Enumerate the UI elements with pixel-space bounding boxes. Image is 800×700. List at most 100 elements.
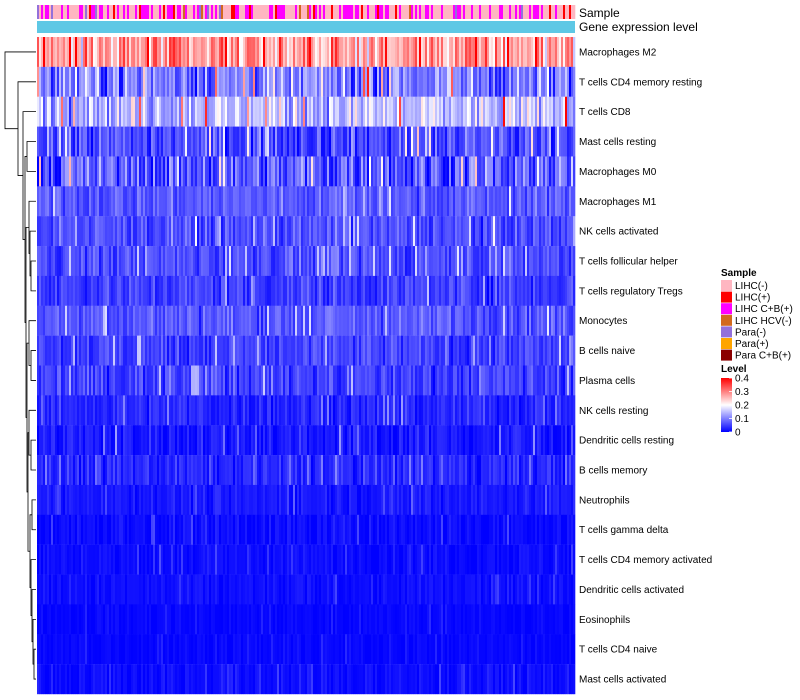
heatmap-cell bbox=[489, 37, 492, 68]
heatmap-cell bbox=[541, 275, 544, 306]
heatmap-cell bbox=[373, 395, 376, 426]
heatmap-cell bbox=[309, 186, 312, 217]
heatmap-cell bbox=[147, 335, 150, 366]
heatmap-cell bbox=[437, 246, 440, 277]
heatmap-cell bbox=[267, 425, 270, 456]
heatmap-cell bbox=[367, 275, 370, 306]
heatmap-cell bbox=[59, 395, 62, 426]
heatmap-cell bbox=[195, 514, 198, 545]
heatmap-cell bbox=[81, 365, 84, 396]
heatmap-cell bbox=[461, 156, 464, 187]
heatmap-cell bbox=[275, 246, 278, 277]
heatmap-cell bbox=[65, 335, 68, 366]
heatmap-cell bbox=[173, 126, 176, 157]
heatmap-cell bbox=[113, 186, 116, 217]
heatmap-cell bbox=[497, 126, 500, 157]
sample-annotation-cell bbox=[311, 5, 314, 19]
heatmap-cell bbox=[151, 37, 154, 68]
heatmap-cell bbox=[415, 96, 418, 127]
heatmap-cell bbox=[131, 484, 134, 516]
heatmap-cell bbox=[399, 66, 402, 97]
heatmap-cell bbox=[557, 96, 560, 127]
heatmap-cell bbox=[49, 246, 52, 277]
heatmap-cell bbox=[45, 544, 48, 575]
heatmap-cell bbox=[247, 514, 250, 545]
heatmap-cell bbox=[177, 66, 180, 97]
heatmap-cell bbox=[411, 335, 414, 366]
heatmap-cell bbox=[75, 395, 78, 426]
heatmap-cell bbox=[497, 37, 500, 68]
heatmap-cell bbox=[411, 66, 414, 97]
heatmap-cell bbox=[407, 484, 410, 516]
row-dendrogram bbox=[4, 51, 36, 680]
heatmap-cell bbox=[233, 455, 236, 486]
heatmap-cell bbox=[207, 365, 210, 396]
heatmap-cell bbox=[267, 335, 270, 366]
heatmap-cell bbox=[223, 365, 226, 396]
heatmap-cell bbox=[93, 425, 96, 456]
heatmap-cell bbox=[415, 305, 418, 336]
heatmap-cell bbox=[75, 126, 78, 157]
heatmap-cell bbox=[173, 425, 176, 456]
heatmap-cell bbox=[89, 37, 92, 68]
heatmap-cell bbox=[301, 365, 304, 396]
heatmap-cell bbox=[191, 66, 194, 97]
heatmap-cell bbox=[479, 216, 482, 247]
heatmap-cell bbox=[357, 37, 360, 68]
heatmap-cell bbox=[401, 216, 404, 247]
heatmap-cell bbox=[189, 246, 192, 277]
heatmap-cell bbox=[269, 246, 272, 277]
heatmap-cell bbox=[149, 186, 152, 217]
heatmap-cell bbox=[345, 365, 348, 396]
heatmap-cell bbox=[479, 126, 482, 157]
heatmap-cell bbox=[395, 275, 398, 306]
heatmap-cell bbox=[409, 96, 412, 127]
heatmap-cell bbox=[139, 37, 142, 68]
heatmap-cell bbox=[271, 156, 274, 187]
heatmap-cell bbox=[175, 395, 178, 426]
heatmap-cell bbox=[343, 484, 346, 516]
heatmap-cell bbox=[209, 305, 212, 336]
heatmap-cell bbox=[395, 425, 398, 456]
heatmap-cell bbox=[247, 96, 250, 127]
heatmap-cell bbox=[93, 156, 96, 187]
heatmap-cell bbox=[37, 425, 40, 456]
heatmap-cell bbox=[505, 96, 508, 127]
heatmap-cell bbox=[261, 216, 264, 247]
sample-annotation-cell bbox=[489, 5, 492, 19]
heatmap-cell bbox=[189, 275, 192, 306]
heatmap-cell bbox=[279, 96, 282, 127]
heatmap-cell bbox=[339, 66, 342, 97]
sample-annotation-cell bbox=[573, 5, 576, 19]
heatmap-cell bbox=[425, 455, 428, 486]
heatmap-cell bbox=[447, 246, 450, 277]
heatmap-cell bbox=[209, 126, 212, 157]
heatmap-cell bbox=[71, 216, 74, 247]
heatmap-cell bbox=[151, 305, 154, 336]
heatmap-cell bbox=[325, 126, 328, 157]
heatmap-cell bbox=[147, 96, 150, 127]
heatmap-cell bbox=[361, 156, 364, 187]
heatmap-cell bbox=[71, 395, 74, 426]
heatmap-cell bbox=[483, 275, 486, 306]
heatmap-cell bbox=[413, 37, 416, 68]
heatmap-cell bbox=[479, 514, 482, 545]
heatmap-cell bbox=[281, 484, 284, 516]
heatmap-cell bbox=[523, 514, 526, 545]
heatmap-cell bbox=[191, 246, 194, 277]
heatmap-cell bbox=[389, 66, 392, 97]
heatmap-cell bbox=[279, 246, 282, 277]
sample-annotation-cell bbox=[393, 5, 396, 19]
sample-annotation-cell bbox=[63, 5, 66, 19]
heatmap-cell bbox=[437, 514, 440, 545]
heatmap-cell bbox=[485, 37, 488, 68]
heatmap-cell bbox=[441, 514, 444, 545]
heatmap-cell bbox=[229, 37, 232, 68]
sample-annotation-cell bbox=[283, 5, 286, 19]
heatmap-cell bbox=[97, 66, 100, 97]
heatmap-cell bbox=[311, 455, 314, 486]
heatmap-cell bbox=[485, 96, 488, 127]
heatmap-cell bbox=[455, 37, 458, 68]
heatmap-cell bbox=[373, 246, 376, 277]
heatmap-cell bbox=[413, 186, 416, 217]
